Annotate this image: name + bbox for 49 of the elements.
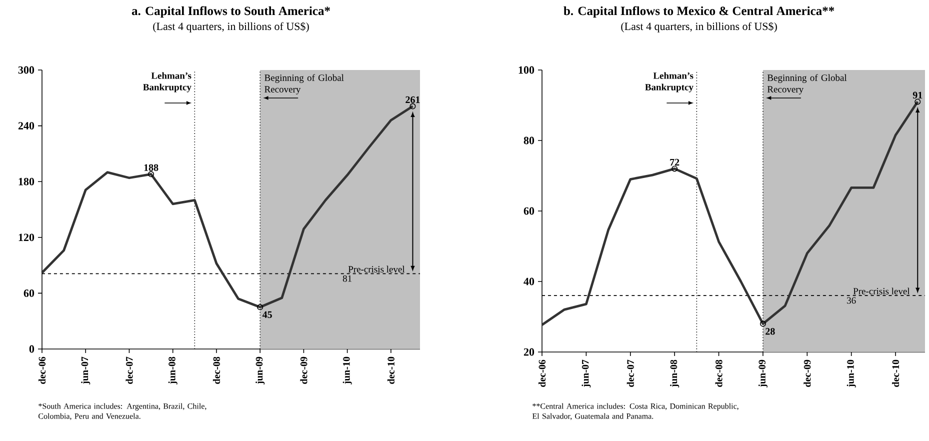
x-tick-label: dec-08 [212, 356, 220, 384]
data-label: 188 [144, 164, 158, 171]
ref-line-label: Pre-crisis level [348, 266, 405, 272]
data-label: 91 [912, 92, 922, 99]
x-tick-label: dec-06 [538, 360, 546, 387]
chart-subtitle: (Last 4 quarters, in billions of US$) [153, 22, 309, 32]
y-tick-label: 40 [524, 278, 534, 286]
data-label: 261 [406, 96, 420, 104]
ref-line-label: Pre-crisis level [853, 288, 910, 294]
y-tick-label: 20 [524, 348, 534, 356]
x-tick-label: jun-08 [670, 360, 680, 388]
y-tick-label: 60 [524, 207, 534, 215]
y-tick-label: 180 [18, 178, 34, 186]
ref-line-label: Lehman’s Bankruptcy [143, 72, 192, 92]
x-tick-label: dec-07 [126, 356, 133, 384]
chart-title: b. Capital Inflows to Mexico & Central America** [564, 6, 834, 18]
x-tick-label: jun-07 [81, 356, 90, 384]
x-tick-label: jun-09 [256, 356, 265, 384]
x-tick-label: dec-07 [626, 360, 634, 387]
data-label: 72 [670, 158, 680, 166]
ref-line-label: Beginning of Global Recovery [264, 74, 344, 94]
text: *South America includes: Argentina, Brazil, Chile, Colombia, Peru and Venezuela. [38, 403, 206, 420]
chart-title: a. Capital Inflows to South America* [132, 6, 330, 18]
x-tick-label: dec-10 [387, 356, 394, 384]
x-tick-label: dec-09 [804, 360, 811, 387]
y-tick-label: 240 [18, 122, 34, 130]
y-tick-label: 100 [518, 66, 534, 74]
y-tick-label: 0 [29, 345, 34, 353]
y-tick-label: 80 [524, 136, 534, 144]
ref-line-label: Lehman’s Bankruptcy [645, 72, 694, 92]
x-tick-label: jun-09 [758, 360, 768, 388]
chart-subtitle: (Last 4 quarters, in billions of US$) [621, 22, 777, 32]
x-tick-label: dec-10 [892, 360, 900, 387]
annotation: 81 [342, 275, 352, 282]
x-tick-label: jun-07 [582, 360, 591, 388]
x-tick-label: jun-10 [342, 356, 352, 384]
x-tick-label: dec-06 [38, 356, 46, 384]
x-tick-label: jun-08 [168, 356, 178, 384]
annotation: 36 [847, 297, 856, 304]
x-tick-label: jun-10 [846, 360, 856, 388]
data-label: 28 [766, 328, 775, 335]
y-tick-label: 60 [24, 289, 34, 297]
x-tick-label: dec-09 [300, 356, 308, 384]
y-tick-label: 300 [18, 66, 34, 74]
y-tick-label: 120 [18, 234, 34, 242]
data-label: 45 [262, 311, 272, 318]
text: **Central America includes: Costa Rica, Dominican Republic, El Salvador, Guatemala and Panama. [532, 403, 738, 420]
ref-line-label: Beginning of Global Recovery [767, 74, 847, 94]
x-tick-label: dec-08 [715, 360, 722, 387]
